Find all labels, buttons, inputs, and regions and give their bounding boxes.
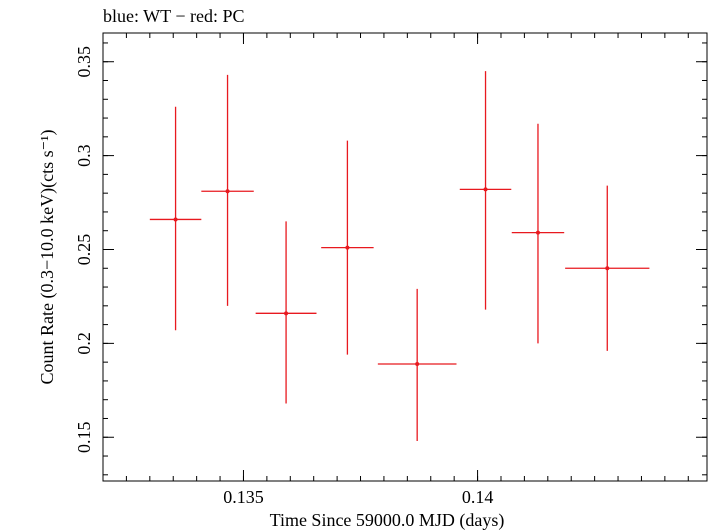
y-tick-label: 0.2 bbox=[74, 332, 94, 355]
chart-title: blue: WT − red: PC bbox=[103, 6, 244, 26]
plot-frame bbox=[102, 32, 708, 482]
axis-ticks bbox=[102, 33, 707, 481]
data-point bbox=[377, 288, 457, 442]
y-axis-label: Count Rate (0.3−10.0 keV)(cts s⁻¹) bbox=[37, 129, 58, 384]
data-point bbox=[459, 71, 512, 310]
data-point bbox=[511, 123, 565, 344]
point-marker bbox=[345, 245, 350, 250]
point-marker bbox=[284, 311, 289, 316]
data-point bbox=[255, 221, 317, 404]
point-marker bbox=[173, 217, 178, 222]
data-point bbox=[565, 185, 650, 351]
x-axis-label: Time Since 59000.0 MJD (days) bbox=[270, 510, 505, 531]
y-tick-label: 0.25 bbox=[74, 234, 94, 265]
axis-tick-labels: 0.135 0.14 0.15 0.2 0.25 0.3 0.35 bbox=[74, 46, 493, 507]
x-tick-label: 0.135 bbox=[223, 487, 264, 507]
point-marker bbox=[605, 266, 610, 271]
point-marker bbox=[225, 189, 230, 194]
point-marker bbox=[483, 187, 488, 192]
point-marker bbox=[535, 230, 540, 235]
y-tick-label: 0.35 bbox=[74, 46, 94, 78]
data-points bbox=[149, 71, 650, 442]
data-point bbox=[321, 140, 374, 355]
y-tick-label: 0.15 bbox=[74, 422, 94, 454]
x-tick-label: 0.14 bbox=[462, 487, 494, 507]
data-point bbox=[149, 106, 202, 331]
point-marker bbox=[415, 362, 420, 367]
data-point bbox=[201, 74, 254, 306]
y-tick-label: 0.3 bbox=[74, 144, 94, 167]
